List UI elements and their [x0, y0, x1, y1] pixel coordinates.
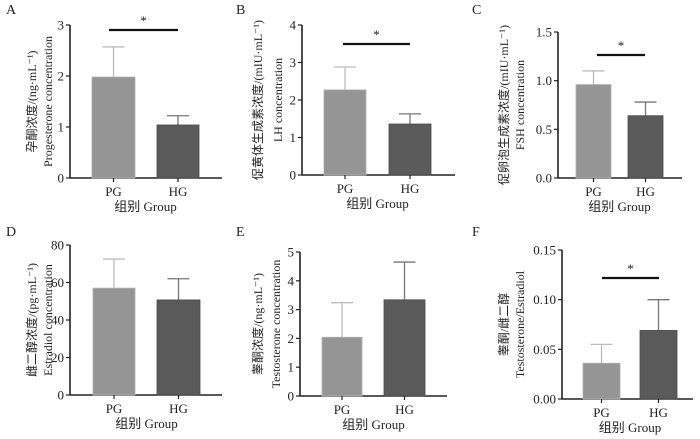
- y-tick-label: 4: [290, 18, 297, 33]
- bar-pg: [92, 287, 136, 396]
- y-tick-label: 2: [58, 69, 65, 84]
- y-tick-label: 0.5: [536, 122, 552, 137]
- panel-letter: B: [236, 3, 245, 18]
- y-axis-title-cn: 促黄体生成素浓度/(mIU·mL⁻¹): [250, 20, 265, 180]
- y-axis-title-cn: 孕酮浓度/(ng·mL⁻¹): [24, 51, 39, 153]
- y-tick-label: 1: [290, 130, 297, 145]
- x-axis-title: 组别 Group: [346, 196, 408, 211]
- x-tick-label: PG: [334, 402, 351, 417]
- bar-hg: [388, 123, 432, 176]
- y-axis-title-en: Testosterone concentration: [269, 260, 283, 389]
- bar-pg: [582, 362, 621, 400]
- y-tick-label: 1.0: [536, 73, 552, 88]
- y-tick-label: 60: [51, 275, 64, 290]
- bar-hg: [156, 124, 200, 179]
- significance-star: *: [140, 13, 147, 28]
- y-tick-label: 3: [288, 302, 295, 317]
- bar-pg: [91, 76, 136, 179]
- y-tick-label: 0.00: [533, 392, 556, 407]
- significance-star: *: [373, 27, 380, 42]
- bar-hg: [156, 299, 201, 396]
- panel-letter: D: [6, 225, 16, 240]
- y-axis-title-cn: 睾酮浓度/(ng·mL⁻¹): [250, 273, 265, 375]
- y-axis-title-en: Testosterone/Estradiol: [513, 270, 527, 378]
- x-axis-title: 组别 Group: [599, 420, 661, 435]
- y-tick-label: 2: [288, 331, 295, 346]
- y-tick-label: 2: [290, 93, 297, 108]
- significance-star: *: [627, 261, 634, 276]
- y-axis-title-cn: 雌二醇浓度/(pg·mL⁻¹): [24, 263, 39, 377]
- y-tick-label: 0: [58, 388, 65, 403]
- x-tick-label: HG: [169, 401, 188, 416]
- x-tick-label: PG: [106, 401, 123, 416]
- y-tick-label: 0: [290, 168, 297, 183]
- x-axis-title: 组别 Group: [114, 199, 176, 214]
- x-tick-label: PG: [337, 181, 354, 196]
- y-tick-label: 80: [51, 238, 64, 253]
- bar-hg: [639, 330, 678, 400]
- bar-pg: [321, 336, 363, 397]
- bar-pg: [323, 89, 367, 176]
- y-tick-label: 1: [58, 120, 65, 135]
- y-axis-title-en: Progesterone concentration: [41, 36, 55, 167]
- x-tick-label: HG: [395, 402, 414, 417]
- bar-hg: [627, 115, 664, 179]
- y-tick-label: 0.10: [533, 292, 556, 307]
- y-tick-label: 0.05: [533, 342, 556, 357]
- y-axis-title-en: FSH concentration: [513, 60, 527, 150]
- y-axis-title-cn: 睾酮/雌二醇: [496, 293, 511, 356]
- panel-letter: F: [472, 225, 480, 240]
- bar-hg: [383, 299, 426, 397]
- bar-pg: [575, 84, 612, 179]
- y-tick-label: 0: [58, 171, 65, 186]
- x-tick-label: PG: [593, 405, 610, 420]
- x-tick-label: PG: [585, 184, 602, 199]
- x-tick-label: HG: [636, 184, 655, 199]
- y-tick-label: 20: [51, 350, 64, 365]
- x-axis-title: 组别 Group: [588, 199, 650, 214]
- y-tick-label: 3: [290, 55, 297, 70]
- x-tick-label: HG: [401, 181, 420, 196]
- panel-letter: C: [472, 3, 481, 18]
- x-tick-label: PG: [105, 184, 122, 199]
- x-axis-title: 组别 Group: [115, 416, 177, 431]
- x-axis-title: 组别 Group: [342, 417, 404, 432]
- y-tick-label: 0.15: [533, 243, 556, 258]
- panel-letter: A: [6, 3, 17, 18]
- y-axis-title-cn: 促卵泡生成素浓度/(mIU·mL⁻¹): [496, 25, 511, 185]
- x-tick-label: HG: [169, 184, 188, 199]
- x-tick-label: HG: [649, 405, 668, 420]
- y-tick-label: 1: [288, 360, 295, 375]
- y-axis-title-en: Estradiol concentration: [41, 264, 55, 376]
- y-tick-label: 0: [288, 389, 295, 404]
- panel-letter: E: [236, 225, 245, 240]
- y-axis-title-en: LH concentration: [271, 58, 285, 142]
- y-tick-label: 5: [288, 245, 295, 260]
- y-tick-label: 4: [288, 273, 295, 288]
- y-tick-label: 0.0: [536, 171, 552, 186]
- y-tick-label: 40: [51, 313, 64, 328]
- significance-star: *: [618, 38, 625, 53]
- y-tick-label: 3: [58, 18, 65, 33]
- y-tick-label: 1.5: [536, 25, 552, 40]
